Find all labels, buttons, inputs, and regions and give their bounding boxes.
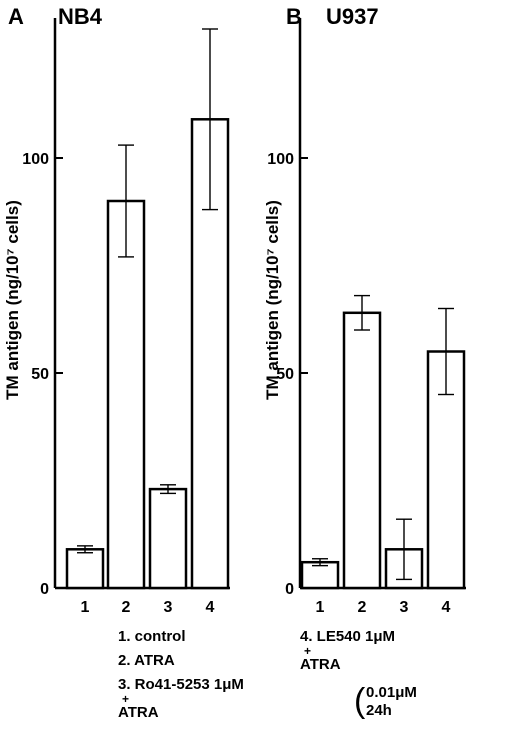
legend-item-ro41-atra: ATRA <box>118 704 159 721</box>
category-label-4: 4 <box>442 599 451 616</box>
category-label-1: 1 <box>81 599 90 616</box>
legend-duration: 24h <box>366 702 392 719</box>
legend-bracket: ( <box>354 682 366 720</box>
panel-b-category-labels: 1 2 3 4 <box>316 599 451 616</box>
y-tick-label: 50 <box>276 366 294 383</box>
panel-b-bars <box>300 294 466 590</box>
bar-4 <box>190 118 230 590</box>
bar-2 <box>106 199 146 590</box>
y-tick-label: 0 <box>40 581 49 598</box>
panel-a-title: NB4 <box>58 4 103 29</box>
panel-a-bars <box>65 28 230 590</box>
legend-plus-a: + <box>122 692 130 706</box>
category-label-4: 4 <box>206 599 215 616</box>
panel-a-category-labels: 1 2 3 4 <box>81 599 215 616</box>
category-label-2: 2 <box>358 599 367 616</box>
y-tick-label: 0 <box>285 581 294 598</box>
y-tick-label: 50 <box>31 366 49 383</box>
legend-plus-b: + <box>304 644 312 658</box>
bar-1 <box>65 548 105 590</box>
panel-b-y-axis-label: TM antigen (ng/10⁷ cells) <box>263 200 282 400</box>
y-tick-label: 100 <box>22 151 49 168</box>
panel-b-y-ticks: 0 50 100 <box>267 151 308 598</box>
panel-b-letter: B <box>286 4 302 29</box>
panel-b: B U937 TM antigen (ng/10⁷ cells) 050100 … <box>263 4 466 616</box>
panel-b-legend-detail: ( 0.01μM 24h <box>354 684 417 720</box>
category-label-3: 3 <box>400 599 409 616</box>
panel-a: A NB4 TM antigen (ng/10⁷ cells) 0 50 100 1… <box>3 4 230 616</box>
bar-2 <box>342 311 382 590</box>
panel-b-legend: 4. LE540 1μM + ATRA <box>300 628 395 674</box>
panel-a-legend: 1. control 2. ATRA 3. Ro41-5253 1μM + AT… <box>118 628 244 722</box>
bar-3 <box>148 487 188 590</box>
panel-b-title: U937 <box>326 4 379 29</box>
panel-a-y-ticks: 0 50 100 <box>22 151 63 598</box>
legend-item-le540-atra: ATRA <box>300 656 341 673</box>
legend-item-control: 1. control <box>118 628 186 645</box>
legend-item-atra: 2. ATRA <box>118 652 175 669</box>
legend-item-ro41: 3. Ro41-5253 1μM <box>118 676 244 693</box>
panel-a-letter: A <box>8 4 24 29</box>
category-label-1: 1 <box>316 599 325 616</box>
legend-item-le540: 4. LE540 1μM <box>300 628 396 645</box>
legend-concentration: 0.01μM <box>366 684 417 701</box>
y-tick-label: 100 <box>267 151 294 168</box>
panel-a-y-axis-label: TM antigen (ng/10⁷ cells) <box>3 200 22 400</box>
category-label-2: 2 <box>122 599 131 616</box>
category-label-3: 3 <box>164 599 173 616</box>
